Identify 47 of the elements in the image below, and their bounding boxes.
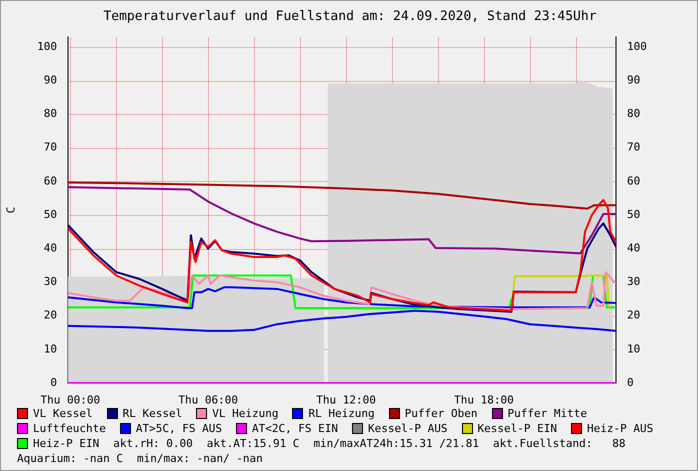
text: akt.AT:15.91 C [206,437,300,450]
text: akt.rH: 0.00 [113,437,193,450]
legend-label: Heiz-P AUS [587,422,654,435]
x-tick-label: Thu 00:00 [40,393,100,406]
x-tick-label: Thu 12:00 [316,393,376,406]
y2-tick-label: 70 [627,140,640,154]
x-tick-label: Thu 06:00 [178,393,238,406]
y2-tick-label: 80 [627,107,640,120]
y-tick-label: 10 [44,342,57,356]
legend-label: RL Kessel [122,407,182,420]
legend-label: Puffer Mitte [508,407,588,420]
text: akt.Fuellstand: 88 [493,437,626,450]
y2-tick-label: 100 [627,40,647,53]
y2-tick-label: 90 [627,74,640,87]
legend-label: Luftfeuchte [33,422,106,435]
legend-label: VL Kessel [33,407,93,420]
text: min/maxAT24h:15.31 /21.81 [313,437,480,450]
y2-tick-label: 50 [627,208,640,221]
legend-label: Heiz-P EIN [33,437,100,450]
legend-label: Kessel-P EIN [478,422,558,435]
y-axis-title: C [4,206,18,214]
legend-label: RL Heizung [308,407,375,420]
y-tick-label: 0 [50,376,57,389]
y-tick-label: 80 [44,107,57,120]
y-tick-label: 90 [44,74,57,87]
legend-label: AT<2C, FS EIN [252,422,338,435]
y-tick-label: 20 [44,308,57,322]
y-tick-label: 60 [44,174,57,188]
text: min/max: -nan/ -nan [136,452,263,465]
chart-title: Temperaturverlauf und Fuellstand am: 24.09.2020, Stand 23:45Uhr [102,9,598,24]
y-tick-label: 100 [37,40,57,53]
legend-label: VL Heizung [212,407,278,420]
y2-tick-label: 30 [627,275,640,288]
y-tick-label: 70 [44,140,57,154]
y2-tick-label: 40 [627,241,640,254]
y-tick-label: 40 [44,241,57,254]
y-tick-label: 30 [44,275,57,288]
y-tick-label: 50 [44,208,57,221]
y2-tick-label: 20 [627,308,640,322]
y2-tick-label: 0 [627,376,634,389]
text: Aquarium: -nan C [17,452,123,465]
legend-label: Puffer Oben [404,407,478,420]
y2-tick-label: 10 [627,342,640,356]
y2-tick-label: 60 [627,174,640,188]
legend-label: AT>5C, FS AUS [136,422,222,435]
x-tick-label: Thu 18:00 [454,393,514,406]
legend-label: Kessel-P AUS [368,422,448,435]
